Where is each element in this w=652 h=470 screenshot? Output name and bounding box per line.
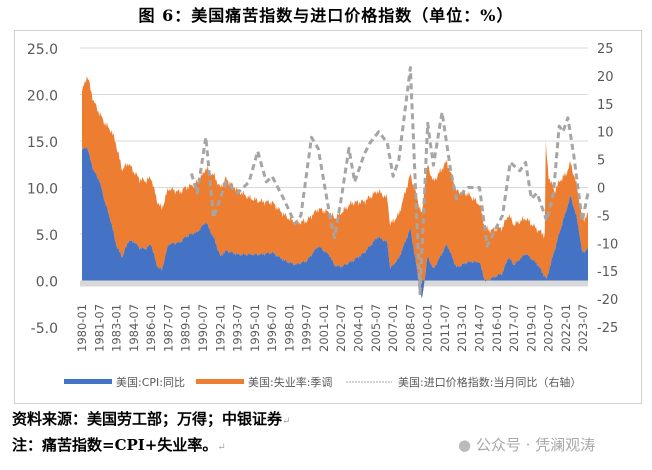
watermark: ● 公众号 · 凭澜观涛 [458, 434, 595, 455]
right-tick-label: 5 [597, 154, 605, 169]
x-tick-label: 2002-07 [334, 304, 348, 352]
formula-note: 注：痛苦指数=CPI+失业率。↵ [12, 436, 226, 454]
x-axis-band [80, 280, 588, 287]
x-tick-label: 2023-07 [576, 304, 590, 352]
wechat-icon: ● [458, 436, 472, 454]
left-tick-label: 10.0 [27, 182, 58, 198]
right-tick-label: -20 [597, 293, 618, 308]
x-tick-label: 2011-07 [438, 304, 452, 352]
cpi-area [82, 146, 588, 299]
x-tick-label: 1996-07 [265, 304, 279, 352]
legend-label-import: 美国:进口价格指数:当月同比（右轴） [398, 375, 581, 389]
x-tick-label: 2005-07 [369, 304, 383, 352]
x-tick-label: 2008-07 [403, 304, 417, 352]
x-tick-label: 1998-01 [282, 304, 296, 352]
x-tick-label: 2022-01 [559, 304, 573, 352]
left-tick-label: 5.0 [36, 228, 58, 244]
source-text: 资料来源：美国劳工部；万得；中银证券 [12, 410, 283, 428]
legend-label-cpi: 美国:CPI:同比 [116, 376, 185, 389]
right-tick-label: 25 [597, 42, 614, 57]
legend-swatch-cpi [64, 379, 112, 384]
x-tick-label: 1989-01 [179, 304, 193, 352]
legend-label-unemployment: 美国:失业率:季调 [248, 375, 332, 389]
x-tick-label: 2007-01 [386, 304, 400, 352]
x-tick-label: 1987-07 [161, 304, 175, 352]
source-note: 资料来源：美国劳工部；万得；中银证券↵ [12, 410, 291, 428]
left-tick-label: 25.0 [27, 42, 58, 58]
right-tick-label: -5 [597, 209, 610, 224]
chart-frame [14, 30, 642, 404]
x-tick-label: 2016-01 [490, 304, 504, 352]
x-tick-label: 2017-07 [507, 304, 521, 352]
x-tick-label: 1990-07 [196, 304, 210, 352]
right-tick-label: 20 [597, 70, 614, 85]
right-tick-label: -15 [597, 265, 618, 280]
x-tick-label: 1993-07 [231, 304, 245, 352]
x-tick-label: 2020-07 [542, 304, 556, 352]
x-tick-label: 2014-07 [473, 304, 487, 352]
x-tick-label: 1986-01 [144, 304, 158, 352]
left-tick-label: 20.0 [27, 89, 58, 105]
x-tick-label: 1984-07 [127, 304, 141, 352]
legend-swatch-unemployment [196, 379, 244, 384]
watermark-text: 公众号 · 凭澜观涛 [475, 436, 596, 454]
x-tick-label: 2010-01 [421, 304, 435, 352]
x-tick-label: 2019-01 [524, 304, 538, 352]
x-tick-label: 1999-07 [300, 304, 314, 352]
note-text: 注：痛苦指数=CPI+失业率。 [12, 436, 218, 454]
x-tick-label: 2001-01 [317, 304, 331, 352]
left-tick-label: 0.0 [36, 275, 58, 291]
x-tick-label: 1995-01 [248, 304, 262, 352]
left-tick-label: 15.0 [27, 135, 58, 151]
right-tick-label: 15 [597, 98, 614, 113]
left-tick-label: -5.0 [31, 321, 58, 337]
x-tick-label: 1992-01 [213, 304, 227, 352]
x-tick-label: 1981-07 [92, 304, 106, 352]
x-tick-label: 2013-01 [455, 304, 469, 352]
import-price-line [190, 66, 590, 295]
right-tick-label: 0 [597, 182, 605, 197]
right-tick-label: -10 [597, 237, 618, 252]
x-tick-label: 1980-01 [75, 304, 89, 352]
right-tick-label: -25 [597, 321, 618, 336]
right-tick-label: 10 [597, 126, 614, 141]
x-tick-label: 2004-01 [352, 304, 366, 352]
figure-title: 图 6：美国痛苦指数与进口价格指数（单位：%） [138, 6, 514, 25]
unemployment-area [82, 76, 588, 299]
x-tick-label: 1983-01 [110, 304, 124, 352]
